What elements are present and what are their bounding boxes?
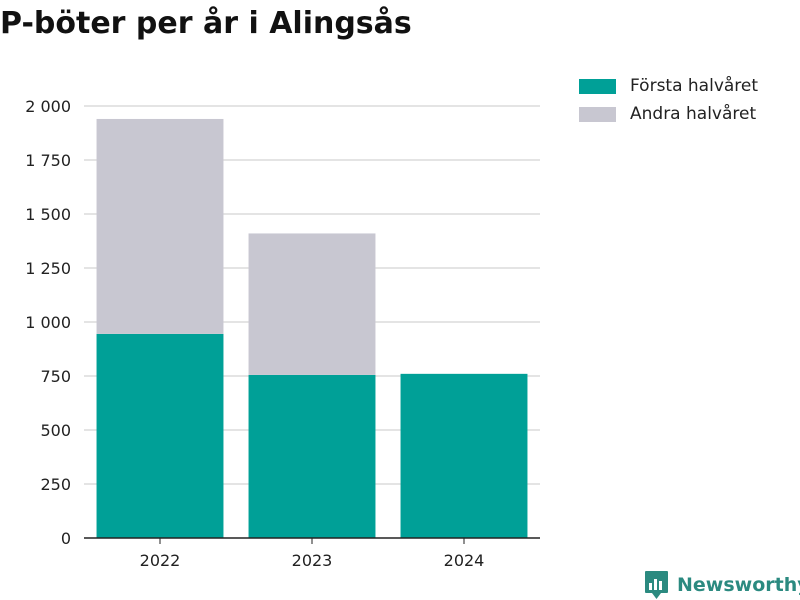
y-tick-label: 1 500 (25, 205, 71, 224)
y-tick-label: 750 (40, 367, 71, 386)
bar-2023-first-half (248, 374, 376, 538)
y-tick-label: 1 750 (25, 151, 71, 170)
y-tick-label: 1 250 (25, 259, 71, 278)
chart-title: P-böter per år i Alingsås (0, 6, 412, 41)
y-tick-label: 500 (40, 421, 71, 440)
y-tick-label: 0 (61, 529, 71, 548)
y-tick-label: 2 000 (25, 97, 71, 116)
y-tick-label: 1 000 (25, 313, 71, 332)
legend-item-second-half: Andra halvåret (579, 100, 758, 128)
legend-swatch-second-half (579, 106, 616, 122)
x-tick-label: 2023 (292, 551, 333, 570)
brand-name: Newsworthy (677, 574, 800, 596)
y-tick-label: 250 (40, 475, 71, 494)
legend: Första halvåret Andra halvåret (579, 72, 758, 128)
bar-2022-first-half (96, 333, 224, 538)
x-tick-label: 2022 (140, 551, 181, 570)
legend-swatch-first-half (579, 78, 616, 94)
stacked-bar-chart: 0 250 500 750 1 000 1 250 1 500 1 750 2 000 2022 2… (25, 97, 540, 570)
bar-2024-first-half (400, 373, 528, 538)
bar-2023-second-half (248, 233, 376, 375)
bar-2022-second-half (96, 118, 224, 334)
legend-item-first-half: Första halvåret (579, 72, 758, 100)
newsworthy-logo-icon (645, 571, 668, 599)
legend-label-first-half: Första halvåret (630, 76, 759, 96)
x-tick-label: 2024 (444, 551, 485, 570)
brand-logo: Newsworthy (644, 570, 800, 600)
legend-label-second-half: Andra halvåret (630, 104, 757, 124)
